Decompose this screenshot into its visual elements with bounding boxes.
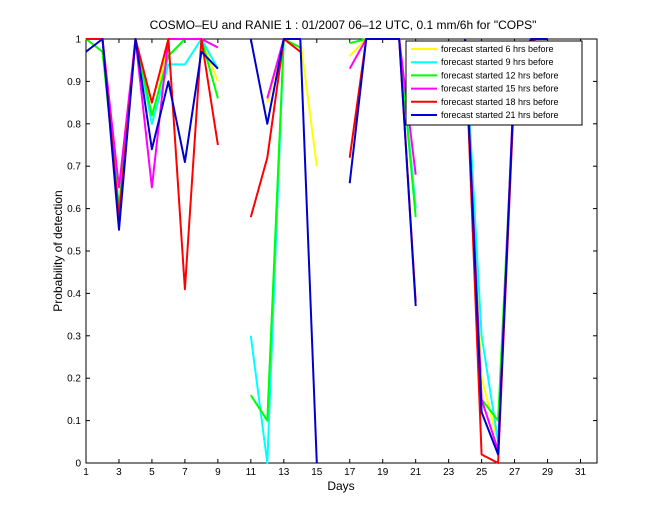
x-tick-label: 31: [575, 467, 587, 478]
series-line-5: [86, 38, 549, 464]
y-tick-label: 0.7: [67, 162, 81, 173]
x-tick-label: 21: [410, 467, 422, 478]
x-tick-label: 27: [509, 467, 521, 478]
legend-entry: forecast started 6 hrs before: [441, 44, 554, 54]
x-tick-label: 15: [311, 467, 323, 478]
legend-entry: forecast started 18 hrs before: [441, 97, 559, 107]
series-line-3: [85, 38, 549, 422]
x-tick-label: 7: [182, 467, 188, 478]
x-tick-label: 11: [246, 467, 257, 478]
legend-entry: forecast started 9 hrs before: [441, 57, 554, 67]
legend-entry: forecast started 12 hrs before: [441, 70, 559, 80]
legend-box: [405, 40, 583, 126]
y-tick-label: 0.2: [67, 374, 81, 385]
x-tick-label: 23: [443, 467, 455, 478]
x-tick-label: 25: [476, 467, 488, 478]
y-tick-label: 0.6: [67, 204, 81, 215]
x-tick-labels: 1 3 5 7 9 11 13 15 17 19 21 23 25 27 29 31: [83, 467, 586, 478]
x-tick-label: 3: [116, 467, 122, 478]
legend: forecast started 6 hrs before forecast st…: [405, 40, 583, 126]
series-line-6: [85, 38, 548, 464]
x-tick-label: 1: [83, 467, 89, 478]
x-tick-label: 5: [149, 467, 155, 478]
legend-entry: forecast started 21 hrs before: [441, 110, 559, 120]
series-lines: [85, 38, 549, 464]
y-tick-label: 0.9: [67, 77, 81, 88]
y-tick-label: 0.5: [67, 247, 81, 258]
y-axis-label: Probability of detection: [51, 190, 65, 311]
chart-title: COSMO–EU and RANIE 1 : 01/2007 06–12 UTC…: [150, 18, 537, 32]
y-tick-label: 0.4: [67, 289, 81, 300]
y-tick-labels: 0 0.1 0.2 0.3 0.4 0.5 0.6 0.7 0.8 0.9 1: [67, 35, 81, 470]
y-tick-label: 0.3: [67, 331, 81, 342]
y-tick-label: 1: [75, 35, 81, 46]
y-tick-label: 0.8: [67, 119, 81, 130]
x-tick-label: 19: [377, 467, 389, 478]
y-tick-label: 0: [75, 459, 81, 470]
x-tick-label: 29: [542, 467, 554, 478]
y-tick-label: 0.1: [67, 416, 81, 427]
x-tick-label: 17: [344, 467, 356, 478]
x-axis-label: Days: [327, 479, 354, 493]
axis-ticks: [85, 38, 597, 464]
legend-entry: forecast started 15 hrs before: [441, 84, 559, 94]
x-tick-label: 9: [215, 467, 221, 478]
x-tick-label: 13: [278, 467, 290, 478]
legend-items: forecast started 6 hrs before forecast st…: [411, 44, 559, 120]
